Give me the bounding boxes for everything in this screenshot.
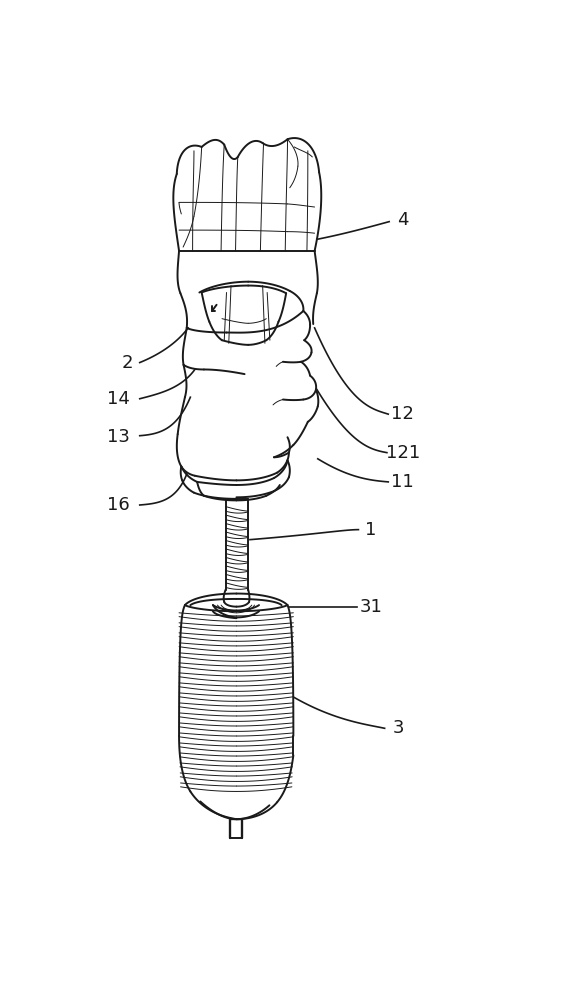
Text: 2: 2 [121,354,133,372]
Text: 4: 4 [397,211,409,229]
Text: 14: 14 [107,390,129,408]
Text: 31: 31 [360,598,382,616]
Text: 1: 1 [366,521,377,539]
Text: 11: 11 [391,473,414,491]
Text: 3: 3 [392,719,404,737]
Text: 16: 16 [107,496,129,514]
Text: 13: 13 [107,428,129,446]
Text: 12: 12 [391,405,414,423]
Text: 121: 121 [385,444,420,462]
